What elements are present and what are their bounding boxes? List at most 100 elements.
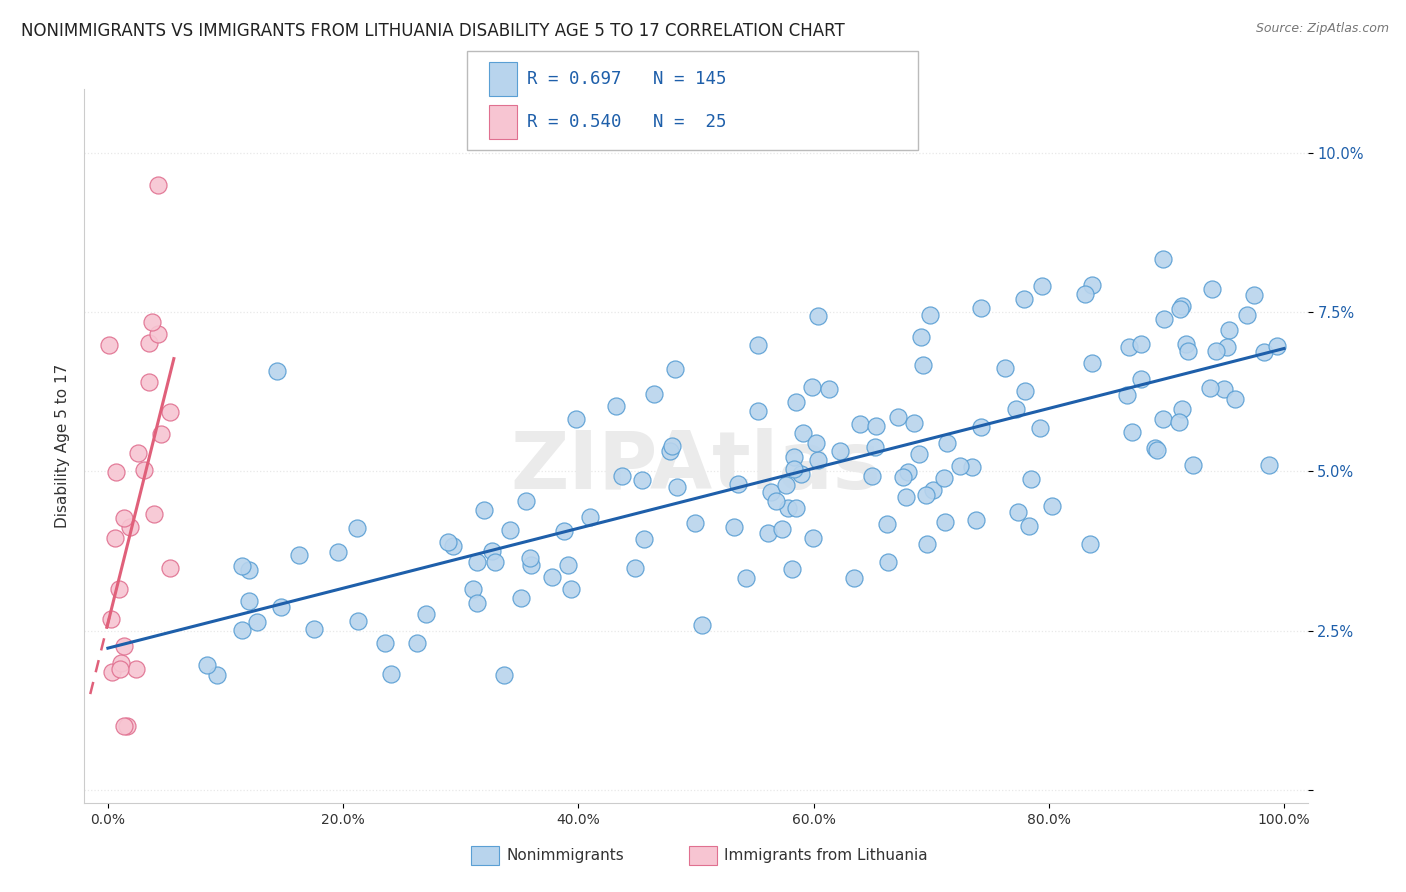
Point bbox=[897, 465, 920, 479]
Point bbox=[1236, 308, 1258, 322]
Point bbox=[125, 662, 148, 676]
Point bbox=[112, 719, 135, 733]
Point bbox=[231, 559, 253, 574]
Point bbox=[765, 494, 787, 508]
Point bbox=[195, 658, 218, 673]
Point bbox=[1005, 401, 1028, 416]
Point bbox=[461, 582, 484, 596]
Point bbox=[1081, 356, 1104, 370]
Point bbox=[127, 446, 149, 460]
Point bbox=[735, 571, 758, 585]
Point bbox=[270, 600, 292, 615]
Point bbox=[877, 555, 900, 569]
Point bbox=[790, 467, 813, 481]
Point bbox=[100, 612, 122, 626]
Point bbox=[541, 569, 564, 583]
Point bbox=[860, 469, 883, 483]
Point bbox=[1078, 537, 1101, 551]
Point bbox=[970, 301, 993, 315]
Point bbox=[1205, 343, 1227, 358]
Point bbox=[346, 615, 368, 629]
Point bbox=[238, 563, 260, 577]
Point bbox=[465, 555, 488, 569]
Point bbox=[965, 514, 987, 528]
Point bbox=[146, 178, 169, 192]
Point bbox=[302, 622, 325, 636]
Point bbox=[1007, 505, 1029, 519]
Text: ZIPAtlas: ZIPAtlas bbox=[510, 428, 882, 507]
Point bbox=[98, 338, 121, 352]
Point bbox=[894, 490, 917, 504]
Point bbox=[437, 535, 460, 549]
Point bbox=[643, 386, 665, 401]
Point bbox=[756, 525, 779, 540]
Point bbox=[138, 375, 160, 389]
Point bbox=[887, 410, 910, 425]
Point bbox=[849, 417, 872, 431]
Point bbox=[1029, 421, 1052, 435]
Point bbox=[903, 416, 925, 430]
Point bbox=[683, 516, 706, 531]
Point bbox=[326, 545, 349, 559]
Point bbox=[142, 507, 165, 521]
Point bbox=[893, 470, 915, 484]
Point bbox=[1073, 286, 1095, 301]
Point bbox=[465, 595, 488, 609]
Point bbox=[1171, 401, 1194, 416]
Point bbox=[960, 460, 983, 475]
Point bbox=[912, 358, 935, 372]
Point bbox=[865, 440, 887, 454]
Point bbox=[406, 636, 429, 650]
Point bbox=[807, 452, 830, 467]
Point bbox=[936, 436, 959, 450]
Text: Immigrants from Lithuania: Immigrants from Lithuania bbox=[724, 848, 928, 863]
Point bbox=[747, 404, 769, 418]
Point bbox=[1153, 312, 1175, 326]
Point bbox=[1223, 392, 1246, 407]
Point bbox=[1218, 323, 1240, 337]
Point bbox=[159, 561, 181, 575]
Point bbox=[778, 500, 800, 515]
Point bbox=[922, 483, 945, 497]
Point bbox=[785, 501, 807, 516]
Point bbox=[876, 517, 898, 532]
Point bbox=[560, 582, 582, 597]
Point bbox=[785, 395, 807, 409]
Point bbox=[830, 444, 852, 458]
Point bbox=[492, 668, 515, 682]
Point bbox=[481, 544, 503, 558]
Point bbox=[499, 523, 522, 537]
Point bbox=[1121, 425, 1143, 440]
Point bbox=[1199, 381, 1222, 395]
Point bbox=[783, 462, 806, 476]
Text: R = 0.697   N = 145: R = 0.697 N = 145 bbox=[527, 70, 727, 87]
Point bbox=[1129, 337, 1152, 351]
Point bbox=[770, 522, 793, 536]
Point bbox=[1175, 337, 1198, 351]
Point bbox=[1012, 292, 1035, 306]
Point bbox=[557, 558, 579, 572]
Point bbox=[970, 420, 993, 434]
Point bbox=[800, 380, 823, 394]
Point bbox=[1031, 279, 1053, 293]
Point bbox=[1152, 252, 1174, 266]
Point bbox=[104, 531, 127, 545]
Point bbox=[780, 562, 803, 576]
Point bbox=[783, 450, 806, 464]
Point bbox=[415, 607, 437, 621]
Point bbox=[1129, 372, 1152, 386]
Point bbox=[141, 315, 163, 329]
Point bbox=[842, 571, 865, 585]
Point bbox=[112, 639, 135, 653]
Point bbox=[159, 405, 181, 419]
Point bbox=[288, 548, 311, 562]
Point bbox=[949, 458, 972, 473]
Point bbox=[1216, 340, 1239, 354]
Point bbox=[818, 382, 841, 396]
Point bbox=[1171, 299, 1194, 313]
Point bbox=[374, 636, 396, 650]
Point bbox=[205, 668, 228, 682]
Point bbox=[509, 591, 531, 605]
Point bbox=[804, 436, 827, 450]
Point bbox=[472, 503, 495, 517]
